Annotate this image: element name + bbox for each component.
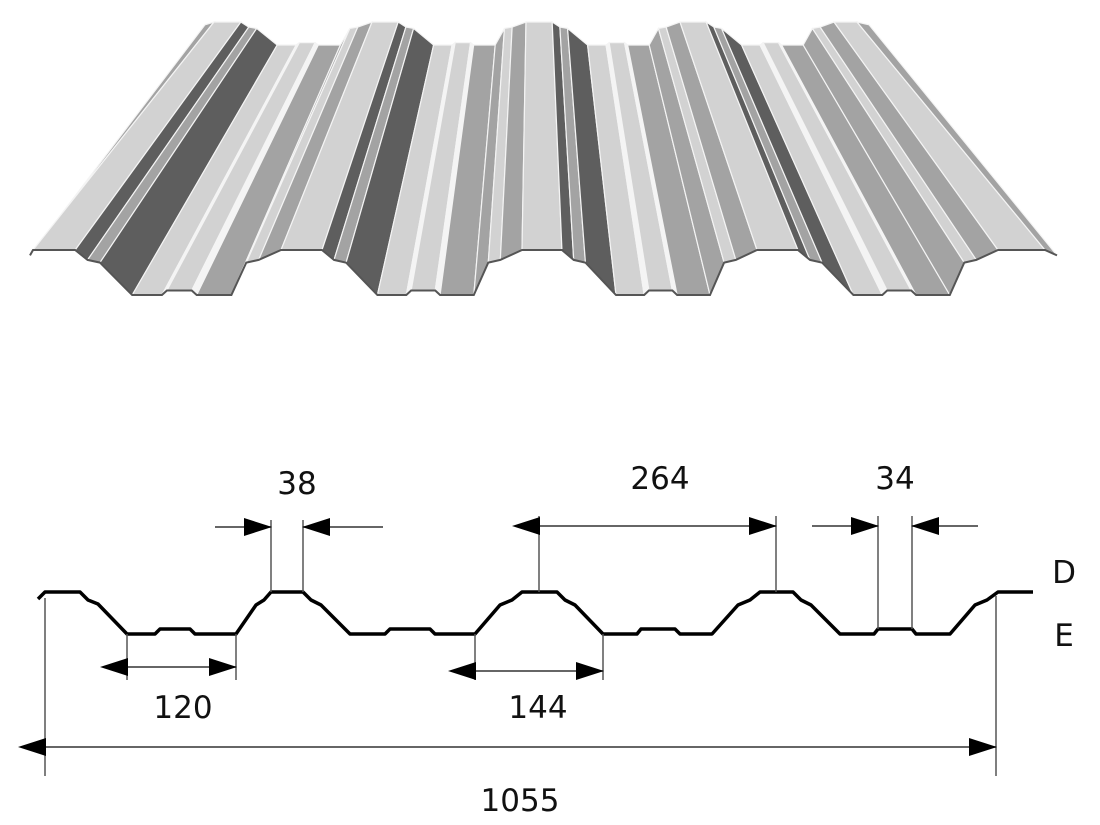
dimension-label-144: 144 (508, 690, 567, 726)
sheet-front-edge (29, 249, 1058, 296)
dimension-pitch: 264 (512, 461, 777, 592)
dimension-label-38: 38 (277, 466, 316, 502)
dimension-rib-top-width: 38 (215, 466, 383, 592)
side-label-d: D (1052, 555, 1076, 591)
dimension-label-34: 34 (875, 461, 914, 497)
sheet-cross-section-profile (36, 590, 1033, 636)
side-label-e: E (1054, 618, 1074, 654)
dimension-label-120: 120 (153, 690, 212, 726)
dimension-crest-base-width: 144 (448, 634, 604, 726)
dimension-label-1055: 1055 (481, 783, 560, 819)
dimension-label-264: 264 (630, 461, 689, 497)
dimension-stiffener-width: 34 (812, 461, 978, 629)
trapezoidal-sheet-3d-render (29, 20, 1058, 297)
dimension-overall-width: 1055 (18, 596, 997, 819)
dimension-trough-width: 120 (100, 634, 237, 726)
